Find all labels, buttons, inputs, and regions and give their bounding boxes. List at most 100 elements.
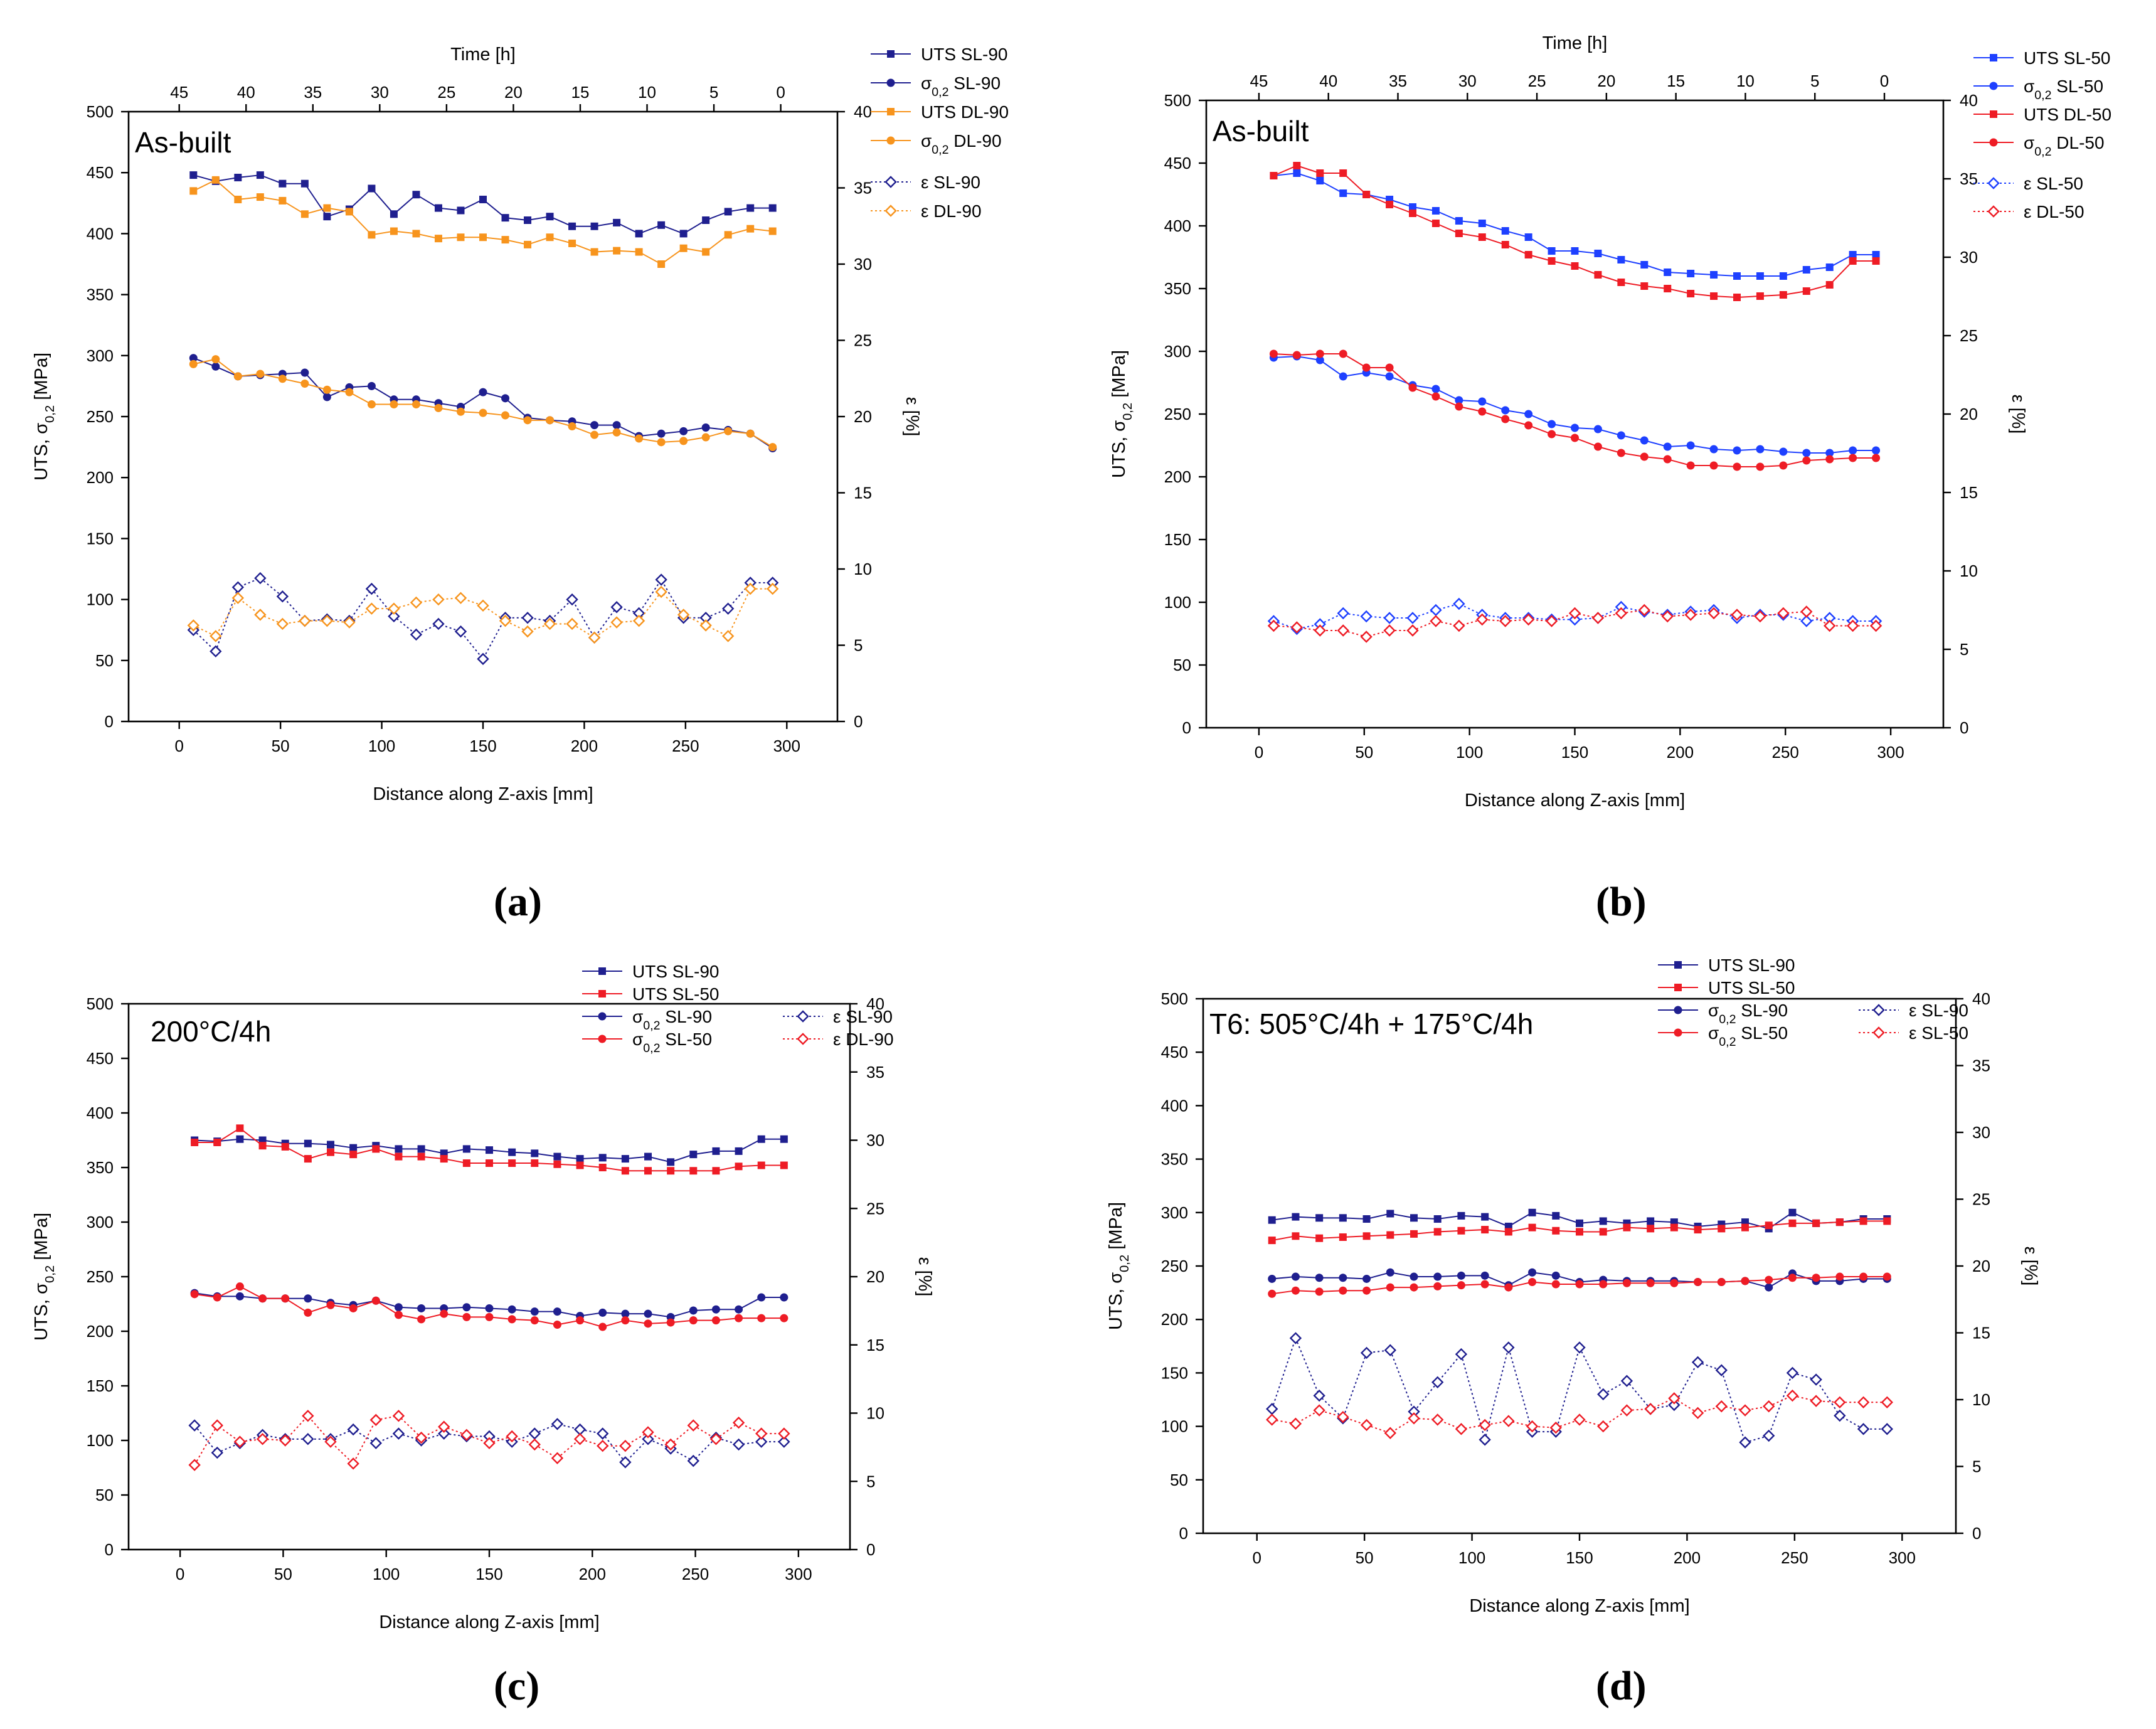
series-a-4 xyxy=(187,572,779,666)
data-point-b-3 xyxy=(1872,454,1881,462)
data-point-d-4 xyxy=(1431,1376,1444,1389)
data-point-b-5 xyxy=(1476,613,1489,626)
data-point-a-5 xyxy=(521,625,534,638)
data-point-c-3 xyxy=(576,1316,585,1325)
data-point-a-5 xyxy=(477,599,489,612)
y-tick-label-a: 100 xyxy=(87,590,114,609)
data-point-c-3 xyxy=(735,1314,743,1322)
y-tick-label-d: 300 xyxy=(1161,1203,1188,1222)
data-point-c-3 xyxy=(462,1312,471,1321)
data-point-b-5 xyxy=(1360,630,1373,643)
data-point-c-4 xyxy=(732,1438,745,1451)
series-c-1 xyxy=(191,1124,788,1175)
data-point-c-5 xyxy=(369,1413,382,1427)
x2-tick-label-b: 5 xyxy=(1810,72,1819,90)
data-point-d-0 xyxy=(1481,1213,1489,1221)
series-d-3 xyxy=(1268,1272,1891,1298)
legend-label-a-5: ε DL-90 xyxy=(921,201,982,221)
data-point-c-4 xyxy=(302,1433,314,1445)
data-point-b-4 xyxy=(1568,613,1581,626)
data-point-a-2 xyxy=(657,260,666,268)
data-point-a-2 xyxy=(746,225,755,233)
data-point-d-5 xyxy=(1763,1400,1775,1413)
data-point-b-0 xyxy=(1293,169,1301,177)
data-point-d-0 xyxy=(1647,1217,1655,1225)
data-point-a-5 xyxy=(766,582,779,595)
data-point-c-1 xyxy=(417,1152,425,1161)
data-point-c-2 xyxy=(462,1303,471,1312)
data-point-c-0 xyxy=(598,1154,607,1162)
data-point-a-2 xyxy=(323,204,331,212)
data-point-c-5 xyxy=(211,1419,223,1432)
data-point-a-2 xyxy=(412,230,420,238)
data-point-c-2 xyxy=(735,1305,743,1314)
data-point-b-5 xyxy=(1290,621,1304,634)
data-point-a-1 xyxy=(501,394,510,403)
data-point-c-2 xyxy=(598,1308,607,1317)
data-point-a-2 xyxy=(390,227,398,235)
data-point-a-4 xyxy=(454,625,467,638)
data-point-d-1 xyxy=(1694,1226,1702,1234)
data-point-a-3 xyxy=(746,429,755,438)
data-point-b-1 xyxy=(1686,441,1695,450)
data-point-b-1 xyxy=(1663,442,1672,451)
data-point-c-2 xyxy=(553,1307,561,1316)
data-point-d-3 xyxy=(1551,1280,1560,1289)
data-point-d-4 xyxy=(1786,1366,1799,1380)
legend-marker-c-1 xyxy=(598,990,606,998)
data-point-a-3 xyxy=(345,388,354,396)
legend-label-d-0: UTS SL-90 xyxy=(1708,955,1795,975)
x-tick-label-c: 250 xyxy=(682,1565,709,1583)
data-point-d-5 xyxy=(1739,1404,1751,1417)
data-point-d-1 xyxy=(1883,1217,1891,1225)
data-point-d-1 xyxy=(1670,1223,1678,1232)
legend-label-a-1: σ0,2 SL-90 xyxy=(921,73,1001,99)
data-point-c-3 xyxy=(530,1316,539,1325)
data-point-c-0 xyxy=(349,1144,358,1152)
data-point-b-2 xyxy=(1524,251,1532,258)
data-point-c-1 xyxy=(236,1124,244,1132)
data-point-a-4 xyxy=(365,582,378,595)
data-point-a-4 xyxy=(566,593,578,606)
data-point-a-3 xyxy=(300,380,309,388)
data-point-d-0 xyxy=(1599,1217,1607,1225)
data-point-b-5 xyxy=(1869,619,1883,632)
data-point-c-3 xyxy=(553,1321,561,1329)
data-point-c-0 xyxy=(689,1151,698,1159)
data-point-a-2 xyxy=(368,231,376,239)
panel-title-b: As-built xyxy=(1213,115,1309,147)
data-point-b-0 xyxy=(1779,272,1787,280)
data-point-d-0 xyxy=(1410,1214,1418,1222)
series-d-5 xyxy=(1266,1389,1893,1439)
data-point-d-3 xyxy=(1788,1274,1797,1282)
data-point-d-3 xyxy=(1362,1286,1371,1295)
data-point-a-3 xyxy=(189,359,198,368)
data-point-b-3 xyxy=(1269,349,1278,358)
data-point-c-1 xyxy=(281,1142,289,1151)
legend-marker-b-4 xyxy=(1987,177,2000,189)
x2-tick-label-a: 35 xyxy=(304,83,322,102)
data-point-c-3 xyxy=(644,1319,652,1328)
data-point-c-3 xyxy=(417,1315,426,1324)
data-point-c-1 xyxy=(576,1161,584,1169)
y2-tick-label-a: 30 xyxy=(854,255,872,274)
data-point-d-5 xyxy=(1408,1412,1420,1425)
data-point-c-5 xyxy=(664,1438,677,1451)
y2-tick-label-d: 20 xyxy=(1972,1257,1990,1275)
data-point-b-1 xyxy=(1709,445,1718,454)
data-point-a-2 xyxy=(768,227,777,235)
data-point-d-1 xyxy=(1576,1228,1583,1236)
data-point-c-5 xyxy=(324,1435,337,1448)
data-point-d-3 xyxy=(1528,1278,1537,1287)
legend-label-c-0: UTS SL-90 xyxy=(632,962,720,981)
data-point-a-0 xyxy=(524,216,532,225)
data-point-b-3 xyxy=(1686,461,1695,470)
data-point-d-2 xyxy=(1315,1274,1324,1282)
data-point-b-5 xyxy=(1568,607,1581,620)
data-point-b-4 xyxy=(1360,610,1373,623)
x-tick-label-a: 150 xyxy=(469,737,496,755)
x-tick-label-d: 100 xyxy=(1458,1548,1485,1567)
y-tick-label-c: 100 xyxy=(87,1431,114,1450)
legend-marker-d-1 xyxy=(1674,984,1682,991)
legend-b: UTS SL-50 σ0,2 SL-50 UTS DL-50 σ0,2 DL-50 ε … xyxy=(1973,48,2111,221)
